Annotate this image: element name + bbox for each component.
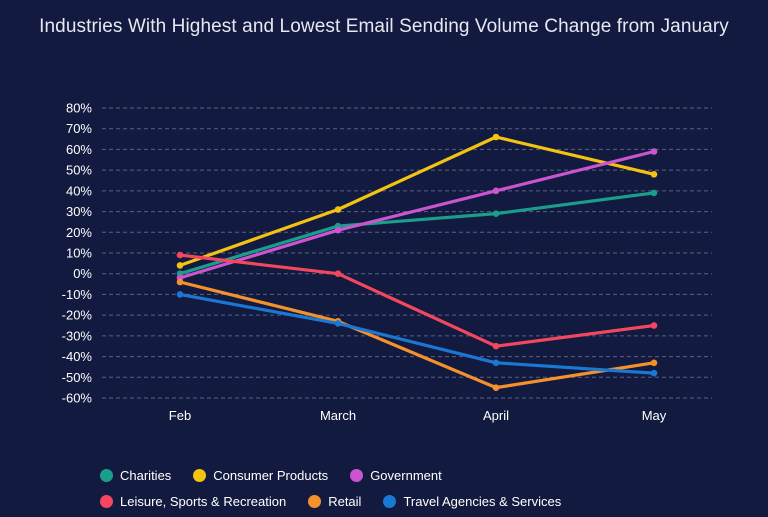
series-line-retail	[178, 280, 656, 390]
data-point-leisure-sports-recreation	[492, 342, 500, 350]
y-axis-ticks: 80% 70% 60% 50% 40% 30% 20% 10% 0% -10% -20% -30% -4…	[62, 101, 93, 406]
y-tick-label: -50%	[62, 370, 93, 385]
line-chart: 80% 70% 60% 50% 40% 30% 20% 10% 0% -10% -20% -30% -4…	[62, 101, 712, 423]
chart-title: Industries With Highest and Lowest Email…	[39, 16, 729, 37]
x-tick-label: Feb	[169, 408, 191, 423]
y-tick-label: 70%	[66, 121, 92, 136]
data-point-leisure-sports-recreation	[176, 251, 184, 259]
legend-label-travel: Travel Agencies & Services	[403, 493, 562, 509]
legend: Charities Consumer Products Government L…	[100, 462, 720, 514]
legend-swatch-retail	[308, 494, 322, 508]
y-tick-label: 30%	[66, 204, 92, 219]
legend-row-2: Leisure, Sports & Recreation Retail Trav…	[100, 488, 720, 514]
data-point-leisure-sports-recreation	[650, 322, 658, 329]
data-point-government	[650, 148, 658, 155]
data-point-retail	[176, 278, 184, 286]
data-point-consumer-products	[492, 133, 500, 141]
legend-item-leisure[interactable]: Leisure, Sports & Recreation	[100, 494, 286, 509]
data-point-travel-agencies-services	[492, 359, 500, 367]
data-point-consumer-products	[650, 170, 658, 178]
legend-label-government: Government	[370, 467, 442, 483]
legend-item-consumer-products[interactable]: Consumer Products	[193, 468, 328, 483]
y-tick-label: 10%	[66, 246, 92, 261]
y-tick-label: 50%	[66, 163, 92, 178]
data-point-travel-agencies-services	[176, 291, 184, 298]
y-tick-label: -20%	[62, 308, 93, 323]
legend-label-consumer-products: Consumer Products	[213, 467, 329, 483]
data-point-travel-agencies-services	[650, 369, 658, 377]
y-tick-label: 0%	[73, 266, 92, 281]
y-tick-label: -10%	[62, 287, 93, 302]
legend-swatch-charities	[100, 468, 113, 482]
legend-label-leisure: Leisure, Sports & Recreation	[120, 493, 287, 509]
legend-label-charities: Charities	[120, 467, 172, 483]
series-line-charities	[178, 191, 656, 276]
data-point-leisure-sports-recreation	[334, 270, 342, 278]
legend-row-1: Charities Consumer Products Government	[100, 462, 720, 488]
series-line-government	[178, 149, 656, 280]
series-lines	[176, 133, 658, 391]
legend-item-retail[interactable]: Retail	[308, 494, 361, 509]
y-tick-label: -30%	[62, 328, 93, 343]
y-tick-label: 20%	[66, 225, 92, 240]
grid-lines	[102, 107, 712, 399]
data-point-charities	[492, 210, 500, 217]
legend-item-charities[interactable]: Charities	[100, 468, 171, 483]
data-point-government	[334, 226, 342, 234]
data-point-charities	[650, 189, 658, 197]
data-point-consumer-products	[176, 262, 184, 269]
y-tick-label: 80%	[66, 101, 92, 116]
x-tick-label: March	[320, 408, 356, 423]
data-point-government	[492, 187, 500, 195]
legend-swatch-government	[350, 468, 364, 482]
data-point-consumer-products	[334, 206, 342, 213]
y-tick-label: -60%	[62, 391, 93, 406]
x-axis-ticks: Feb March April May	[169, 408, 667, 423]
data-point-travel-agencies-services	[334, 320, 342, 327]
series-line-leisure-sports-recreation	[178, 253, 656, 348]
legend-label-retail: Retail	[328, 493, 362, 509]
series-line-travel-agencies-services	[178, 292, 656, 375]
y-tick-label: 60%	[66, 142, 92, 157]
legend-swatch-leisure	[100, 494, 113, 508]
y-tick-label: 40%	[66, 183, 92, 198]
x-tick-label: April	[483, 408, 509, 423]
legend-swatch-consumer-products	[193, 468, 207, 482]
x-tick-label: May	[642, 408, 667, 423]
y-tick-label: -40%	[62, 349, 93, 364]
data-point-retail	[650, 359, 658, 367]
legend-item-government[interactable]: Government	[350, 468, 442, 483]
series-line-consumer-products	[178, 135, 656, 268]
legend-item-travel[interactable]: Travel Agencies & Services	[383, 494, 561, 509]
legend-swatch-travel	[383, 494, 397, 508]
data-point-retail	[492, 384, 500, 391]
